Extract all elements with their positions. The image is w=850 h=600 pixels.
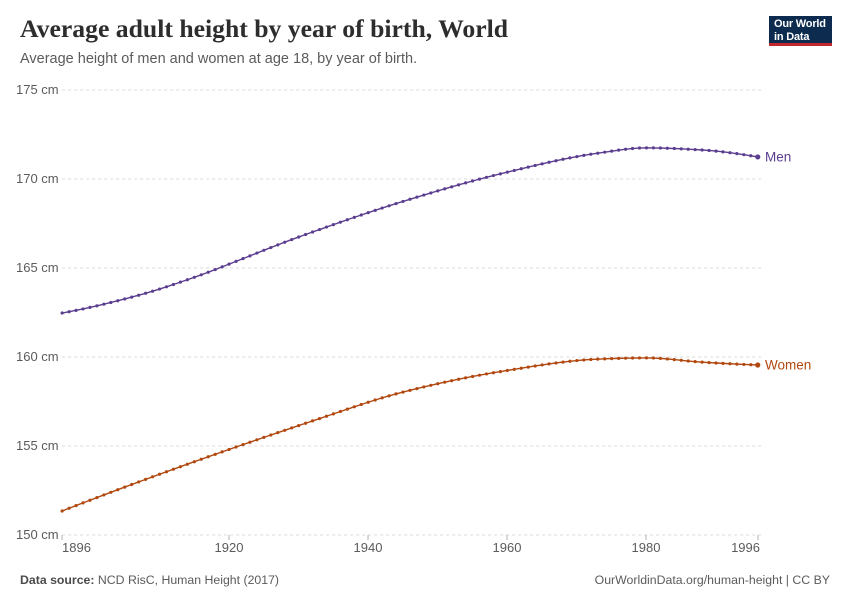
svg-text:1920: 1920 <box>215 540 244 555</box>
svg-text:175 cm: 175 cm <box>16 82 59 97</box>
svg-text:165 cm: 165 cm <box>16 260 59 275</box>
svg-text:1996: 1996 <box>731 540 760 555</box>
svg-text:160 cm: 160 cm <box>16 349 59 364</box>
svg-text:1960: 1960 <box>493 540 522 555</box>
svg-text:1980: 1980 <box>632 540 661 555</box>
svg-text:Women: Women <box>765 358 811 373</box>
svg-text:170 cm: 170 cm <box>16 171 59 186</box>
svg-text:1940: 1940 <box>354 540 383 555</box>
svg-text:155 cm: 155 cm <box>16 438 59 453</box>
svg-text:150 cm: 150 cm <box>16 527 59 542</box>
svg-text:Men: Men <box>765 150 791 165</box>
svg-text:1896: 1896 <box>62 540 91 555</box>
